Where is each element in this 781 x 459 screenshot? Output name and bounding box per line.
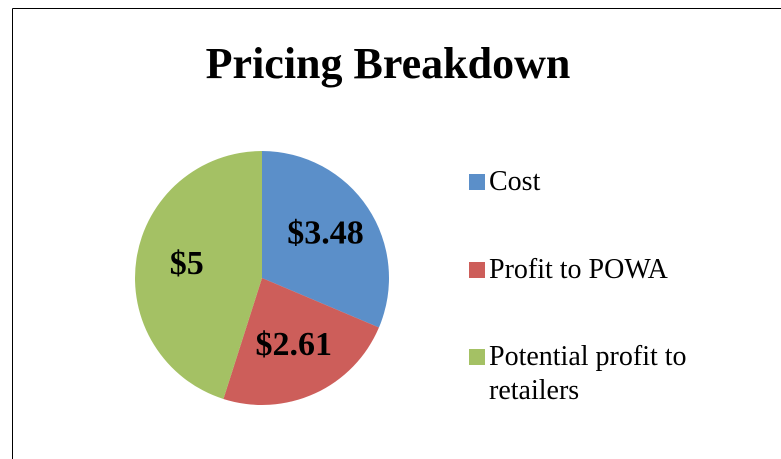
legend-swatch [469,174,485,190]
legend-swatch [469,262,485,278]
pie-slice [134,151,262,399]
data-label: $3.48 [287,215,364,252]
legend-label: Potential profit to retailers [489,341,687,406]
data-label: $2.61 [256,326,333,363]
data-label: $5 [170,245,204,282]
pie-slice [223,278,379,405]
legend-label: Cost [489,166,541,197]
chart-title: Pricing Breakdown [206,39,571,88]
pie-slice [262,151,390,328]
legend-label: Profit to POWA [489,254,668,285]
legend-swatch [469,349,485,365]
